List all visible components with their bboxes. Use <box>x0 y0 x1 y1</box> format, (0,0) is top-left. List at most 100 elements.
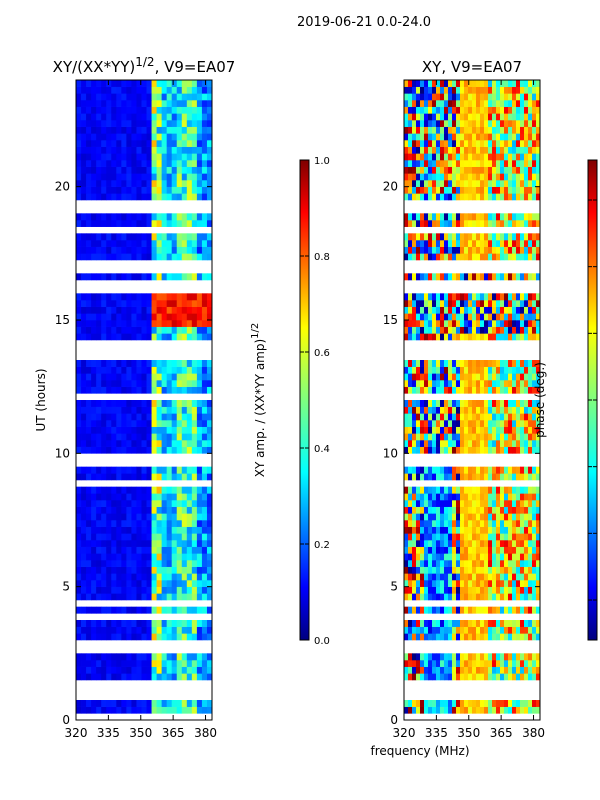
right-heatmap-cell <box>416 540 421 547</box>
left-heatmap-cell <box>196 526 203 534</box>
right-heatmap-cell <box>432 413 437 421</box>
left-heatmap-cell <box>86 406 92 414</box>
left-heatmap-cell <box>86 113 92 121</box>
left-heatmap-cell <box>141 253 147 261</box>
right-heatmap-cell <box>532 120 537 127</box>
left-heatmap-cell <box>146 240 152 247</box>
left-heatmap-cell <box>201 253 208 261</box>
left-heatmap-cell <box>166 186 173 194</box>
right-heatmap-cell <box>428 706 433 714</box>
left-heatmap-cell <box>81 473 87 481</box>
right-heatmap-cell <box>472 166 477 174</box>
right-heatmap-cell <box>424 433 429 441</box>
left-heatmap-cell <box>101 133 107 141</box>
right-heatmap-cell <box>452 100 457 107</box>
left-heatmap-cell <box>196 126 203 134</box>
right-heatmap-cell <box>496 306 501 314</box>
right-heatmap-cell <box>516 193 521 201</box>
right-heatmap-cell <box>416 546 421 554</box>
right-heatmap-cell <box>468 126 473 134</box>
left-heatmap-cell <box>76 300 82 307</box>
left-heatmap-cell <box>121 493 127 501</box>
left-heatmap-cell <box>121 86 127 94</box>
right-heatmap-cell <box>452 386 457 394</box>
right-heatmap-cell <box>488 493 493 501</box>
left-heatmap-cell <box>191 373 198 381</box>
left-heatmap-cell <box>101 386 107 394</box>
right-heatmap-cell <box>456 706 461 714</box>
right-heatmap-cell <box>536 486 541 494</box>
left-heatmap-cell <box>106 160 112 167</box>
right-heatmap-cell <box>432 133 437 141</box>
left-heatmap-cell <box>191 100 198 107</box>
right-heatmap-cell <box>440 273 445 281</box>
right-heatmap-cell <box>424 106 429 114</box>
left-heatmap-cell <box>151 233 157 241</box>
right-heatmap-cell <box>504 533 509 541</box>
left-heatmap-cell <box>126 233 132 241</box>
left-heatmap-cell <box>151 166 157 174</box>
right-heatmap-cell <box>436 93 441 101</box>
right-heatmap-cell <box>500 400 505 407</box>
right-heatmap-cell <box>476 560 481 567</box>
right-heatmap-cell <box>440 446 445 454</box>
right-heatmap-cell <box>468 493 473 501</box>
left-heatmap-cell <box>81 220 87 227</box>
right-heatmap-cell <box>428 626 433 634</box>
right-heatmap-cell <box>416 153 421 161</box>
right-heatmap-cell <box>472 700 477 707</box>
right-heatmap-cell <box>420 306 425 314</box>
right-heatmap-cell <box>488 153 493 161</box>
right-heatmap-cell <box>508 580 513 587</box>
left-y-tick-label: 0 <box>62 713 70 727</box>
right-heatmap-cell <box>424 360 429 367</box>
right-x-tick-label: 380 <box>522 726 545 740</box>
right-heatmap-cell <box>448 433 453 441</box>
right-heatmap-cell <box>448 193 453 201</box>
right-heatmap-cell <box>404 673 409 681</box>
left-heatmap-cell <box>196 533 203 541</box>
left-heatmap-cell <box>191 700 198 707</box>
left-heatmap-cell <box>96 140 102 147</box>
right-heatmap-cell <box>432 673 437 681</box>
left-heatmap-cell <box>111 100 117 107</box>
left-heatmap-cell <box>166 633 173 641</box>
right-heatmap-cell <box>416 253 421 261</box>
right-heatmap-cell <box>468 300 473 307</box>
right-heatmap-cell <box>512 113 517 121</box>
left-heatmap-cell <box>141 540 147 547</box>
left-heatmap-cell <box>91 633 97 641</box>
left-heatmap-cell <box>206 160 213 167</box>
left-heatmap-cell <box>156 240 163 247</box>
right-heatmap-cell <box>456 433 461 441</box>
left-heatmap-cell <box>131 420 137 427</box>
left-heatmap-cell <box>186 473 193 481</box>
right-heatmap-cell <box>512 326 517 334</box>
right-heatmap-cell <box>492 93 497 101</box>
left-heatmap-cell <box>166 580 173 587</box>
right-heatmap-cell <box>520 373 525 381</box>
left-heatmap-cell <box>131 380 137 387</box>
left-heatmap-cell <box>201 386 208 394</box>
right-heatmap-cell <box>444 420 449 427</box>
left-heatmap-cell <box>176 566 183 574</box>
left-heatmap-cell <box>81 366 87 374</box>
left-heatmap-cell <box>156 433 163 441</box>
right-heatmap-cell <box>436 413 441 421</box>
left-heatmap-cell <box>161 633 168 641</box>
right-heatmap-cell <box>532 473 537 481</box>
left-heatmap-cell <box>136 473 142 481</box>
right-heatmap-cell <box>492 146 497 154</box>
right-heatmap-cell <box>484 93 489 101</box>
right-heatmap-cell <box>452 86 457 94</box>
right-heatmap-cell <box>484 440 489 447</box>
right-heatmap-cell <box>480 593 485 601</box>
left-heatmap-cell <box>176 166 183 174</box>
left-heatmap-cell <box>191 493 198 501</box>
right-heatmap-cell <box>528 540 533 547</box>
right-heatmap-cell <box>520 540 525 547</box>
right-heatmap-cell <box>476 493 481 501</box>
left-heatmap-cell <box>141 533 147 541</box>
right-heatmap-cell <box>444 113 449 121</box>
right-heatmap-cell <box>536 220 541 227</box>
